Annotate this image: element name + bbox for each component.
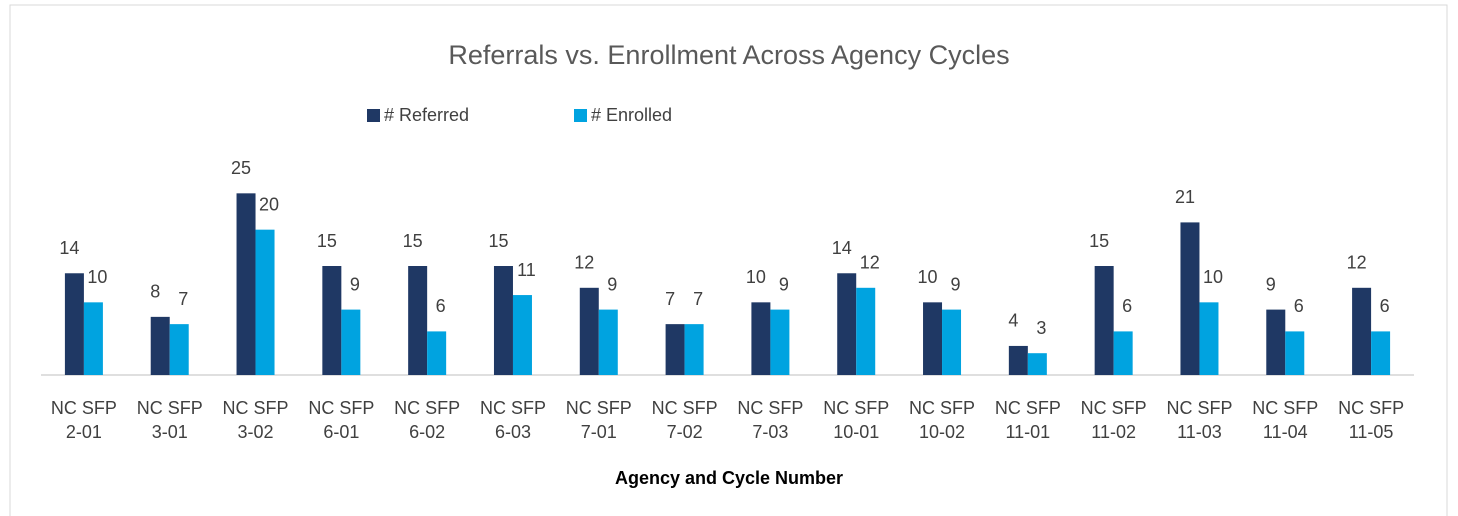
bar xyxy=(255,229,275,375)
data-label: 4 xyxy=(1008,311,1018,331)
data-label: 15 xyxy=(317,231,337,251)
data-label: 6 xyxy=(1294,296,1304,316)
data-label: 25 xyxy=(231,158,251,178)
x-tick-label: NC SFP 11-02 xyxy=(1081,398,1147,442)
x-tick-label: NC SFP 11-01 xyxy=(995,398,1061,442)
x-tick-label: NC SFP 7-01 xyxy=(566,398,632,442)
x-tick-label: NC SFP 10-01 xyxy=(823,398,889,442)
bar xyxy=(512,295,532,375)
data-label: 3 xyxy=(1036,318,1046,338)
legend-swatch xyxy=(367,109,380,122)
x-axis-label: Agency and Cycle Number xyxy=(615,468,843,488)
data-label: 7 xyxy=(665,289,675,309)
x-tick-label: NC SFP 7-02 xyxy=(652,398,718,442)
bar xyxy=(1199,302,1219,375)
legend-label: # Enrolled xyxy=(591,105,672,125)
data-label: 14 xyxy=(59,238,79,258)
bar xyxy=(1094,266,1114,375)
bar xyxy=(1352,287,1372,375)
data-label: 14 xyxy=(832,238,852,258)
bar xyxy=(64,273,84,375)
x-tick-label: NC SFP 7-03 xyxy=(737,398,803,442)
data-label: 21 xyxy=(1175,187,1195,207)
bar xyxy=(751,302,771,375)
x-tick-label: NC SFP 3-01 xyxy=(137,398,203,442)
data-label: 10 xyxy=(1203,267,1223,287)
x-tick-label: NC SFP 6-01 xyxy=(308,398,374,442)
bar xyxy=(665,324,685,375)
x-tick-label: NC SFP 3-02 xyxy=(223,398,289,442)
x-tick-label: NC SFP 6-02 xyxy=(394,398,460,442)
data-label: 9 xyxy=(350,274,360,294)
x-tick-label: NC SFP 11-03 xyxy=(1166,398,1232,442)
data-label: 10 xyxy=(746,267,766,287)
bar xyxy=(427,331,447,375)
bar xyxy=(408,266,428,375)
data-label: 6 xyxy=(1122,296,1132,316)
data-label: 10 xyxy=(87,267,107,287)
data-label: 15 xyxy=(488,231,508,251)
bar xyxy=(598,309,618,375)
bar xyxy=(1266,309,1286,375)
data-label: 12 xyxy=(574,253,594,273)
bar xyxy=(856,287,876,375)
bar xyxy=(1008,345,1028,375)
bar xyxy=(169,324,189,375)
bar xyxy=(1027,353,1047,375)
bar xyxy=(837,273,857,375)
data-label: 9 xyxy=(779,274,789,294)
bar xyxy=(770,309,790,375)
bar xyxy=(341,309,361,375)
bar xyxy=(1113,331,1133,375)
x-tick-label: NC SFP 11-04 xyxy=(1252,398,1318,442)
data-label: 8 xyxy=(150,282,160,302)
data-label: 12 xyxy=(860,253,880,273)
bar xyxy=(83,302,103,375)
data-label: 12 xyxy=(1347,253,1367,273)
x-tick-label: NC SFP 2-01 xyxy=(51,398,117,442)
bar xyxy=(942,309,962,375)
data-label: 20 xyxy=(259,194,279,214)
chart-border xyxy=(9,4,1448,516)
bar xyxy=(1180,222,1200,375)
data-label: 11 xyxy=(517,260,536,280)
bar xyxy=(1285,331,1305,375)
x-tick-label: NC SFP 6-03 xyxy=(480,398,546,442)
data-label: 7 xyxy=(178,289,188,309)
data-label: 10 xyxy=(918,267,938,287)
x-tick-label: NC SFP 10-02 xyxy=(909,398,975,442)
data-label: 15 xyxy=(1089,231,1109,251)
data-label: 7 xyxy=(693,289,703,309)
data-label: 6 xyxy=(1380,296,1390,316)
data-label: 9 xyxy=(1266,274,1276,294)
bar xyxy=(579,287,599,375)
bar xyxy=(493,266,513,375)
bar xyxy=(150,316,170,375)
data-label: 6 xyxy=(436,296,446,316)
legend-label: # Referred xyxy=(384,105,469,125)
bar xyxy=(684,324,704,375)
data-label: 15 xyxy=(403,231,423,251)
data-label: 9 xyxy=(951,274,961,294)
chart-title: Referrals vs. Enrollment Across Agency C… xyxy=(448,40,1009,70)
bar xyxy=(1371,331,1391,375)
legend-swatch xyxy=(574,109,587,122)
x-tick-label: NC SFP 11-05 xyxy=(1338,398,1404,442)
bar xyxy=(923,302,943,375)
data-label: 9 xyxy=(607,274,617,294)
bar xyxy=(322,266,342,375)
bar xyxy=(236,193,256,375)
